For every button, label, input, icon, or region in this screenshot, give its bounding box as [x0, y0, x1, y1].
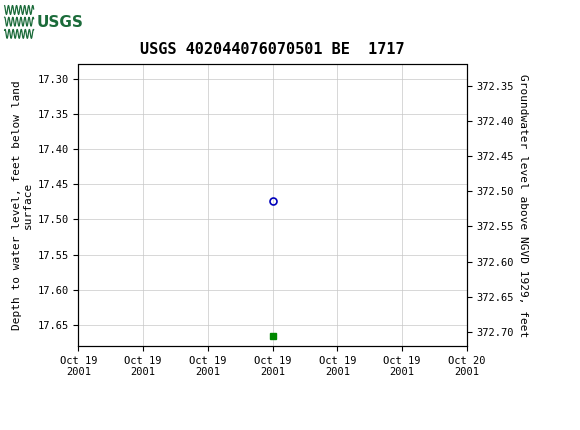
Y-axis label: Depth to water level, feet below land
surface: Depth to water level, feet below land su…	[12, 80, 33, 330]
Bar	[3, 2, 70, 43]
Y-axis label: Groundwater level above NGVD 1929, feet: Groundwater level above NGVD 1929, feet	[518, 74, 528, 337]
Text: USGS 402044076070501 BE  1717: USGS 402044076070501 BE 1717	[140, 42, 405, 57]
Text: USGS: USGS	[37, 15, 84, 30]
